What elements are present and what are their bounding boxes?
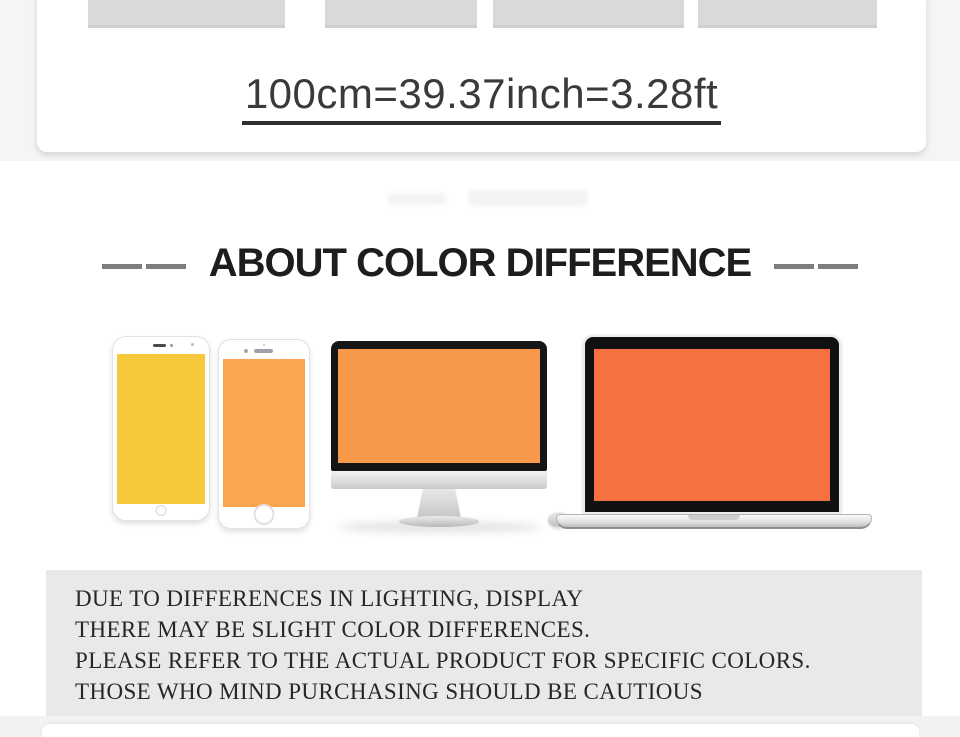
thumbnail-block [88, 0, 285, 28]
phone-sensor-dot [263, 344, 265, 346]
heading-dash-left [101, 263, 186, 269]
phone-right-screen [223, 359, 305, 507]
monitor-base [399, 516, 479, 527]
smartphone-left-illustration [112, 336, 210, 521]
phone-left-screen [117, 354, 205, 504]
desktop-monitor-illustration [331, 341, 547, 533]
section-title: ABOUT COLOR DIFFERENCE [208, 240, 752, 285]
phone-speaker-slot [153, 344, 166, 347]
thumbnail-block [493, 0, 684, 28]
dimension-conversion-text: 100cm=39.37inch=3.28ft [241, 73, 722, 125]
phone-camera-dot [170, 344, 173, 347]
color-disclaimer-box: DUE TO DIFFERENCES IN LIGHTING, DISPLAY … [46, 570, 922, 716]
laptop-base [556, 514, 872, 529]
monitor-bezel [331, 341, 547, 471]
disclaimer-line: DUE TO DIFFERENCES IN LIGHTING, DISPLAY [75, 586, 584, 611]
disclaimer-line: PLEASE REFER TO THE ACTUAL PRODUCT FOR S… [75, 648, 811, 673]
phone-home-dot [155, 505, 167, 516]
monitor-stand [417, 489, 461, 518]
heading-dash-right [774, 263, 859, 269]
monitor-screen [338, 349, 540, 463]
laptop-lid [583, 335, 841, 514]
faint-print-artifact [468, 190, 588, 206]
phone-sensor-dot [191, 343, 194, 346]
disclaimer-line: THOSE WHO MIND PURCHASING SHOULD BE CAUT… [75, 679, 703, 704]
size-banner-card: 100cm=39.37inch=3.28ft [37, 0, 926, 152]
laptop-screen [594, 349, 830, 501]
thumbnail-block [325, 0, 477, 28]
phone-camera-dot [244, 349, 248, 353]
about-color-heading-row: ABOUT COLOR DIFFERENCE [0, 236, 960, 290]
next-section-card-edge [42, 724, 919, 737]
dimension-text-row: 100cm=39.37inch=3.28ft [37, 73, 926, 125]
monitor-shadow [336, 521, 542, 533]
phone-speaker-slot [254, 349, 273, 353]
smartphone-right-illustration [218, 339, 310, 529]
faint-print-artifact [388, 193, 446, 205]
phone-home-button [253, 504, 275, 525]
monitor-chin [331, 471, 547, 489]
disclaimer-line: THERE MAY BE SLIGHT COLOR DIFFERENCES. [75, 617, 591, 642]
laptop-base-notch [688, 515, 740, 520]
laptop-illustration [556, 335, 872, 529]
thumbnail-block [698, 0, 877, 28]
